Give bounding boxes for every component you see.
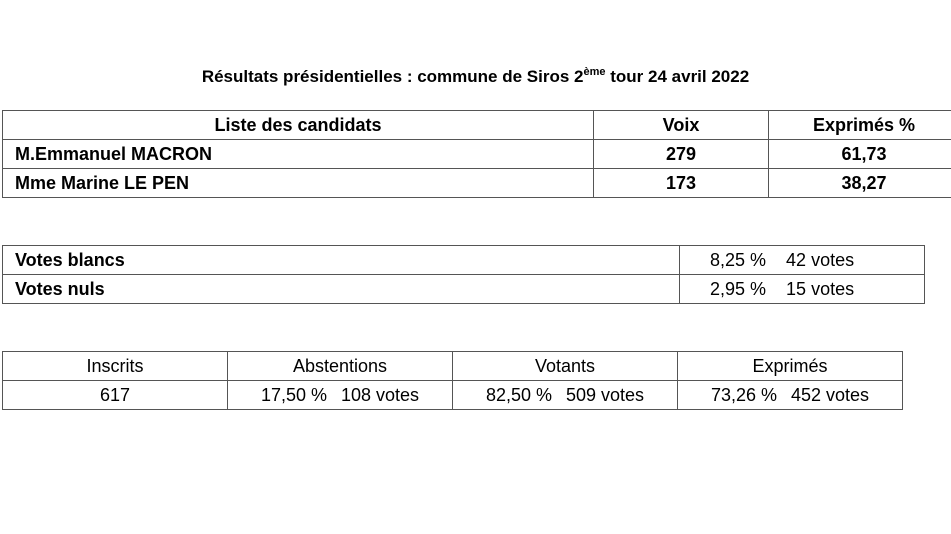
null-votes-value: 2,95 % 15 votes [679,274,925,304]
candidates-table: Liste des candidats Voix Exprimés % M.Em… [2,110,951,198]
voters-value: 82,50 % 509 votes [452,380,678,410]
expressed-votes: 452 votes [791,384,870,405]
candidate-percent: 38,27 [768,168,951,198]
participation-header-row: Inscrits Abstentions Votants Exprimés [2,351,903,381]
candidate-percent: 61,73 [768,139,951,169]
title-suffix: tour 24 avril 2022 [605,67,750,86]
table-row: M.Emmanuel MACRON 279 61,73 [2,139,951,169]
null-votes-label: Votes nuls [2,274,680,304]
expressed-percent: 73,26 % [710,384,777,405]
header-abstentions: Abstentions [227,351,453,381]
voters-percent: 82,50 % [485,384,552,405]
blank-null-table: Votes blancs 8,25 % 42 votes Votes nuls 2… [2,245,925,304]
table-row: Mme Marine LE PEN 173 38,27 [2,168,951,198]
null-votes-count: 15 votes [786,278,855,299]
blank-votes-label: Votes blancs [2,245,680,275]
candidate-votes: 279 [593,139,769,169]
blank-votes-value: 8,25 % 42 votes [679,245,925,275]
candidate-name: M.Emmanuel MACRON [2,139,594,169]
participation-table: Inscrits Abstentions Votants Exprimés 61… [2,351,903,410]
expressed-value: 73,26 % 452 votes [677,380,903,410]
blank-votes-count: 42 votes [786,249,855,270]
header-percent: Exprimés % [768,110,951,140]
abstentions-value: 17,50 % 108 votes [227,380,453,410]
header-registered: Inscrits [2,351,228,381]
header-candidates: Liste des candidats [2,110,594,140]
title-main: Résultats présidentielles : commune de S… [201,67,584,86]
candidates-header-row: Liste des candidats Voix Exprimés % [2,110,951,140]
abstentions-percent: 17,50 % [260,384,327,405]
header-votes: Voix [593,110,769,140]
header-voters: Votants [452,351,678,381]
voters-votes: 509 votes [566,384,645,405]
title-superscript: ème [583,66,606,78]
null-votes-percent: 2,95 % [710,278,767,299]
candidate-name: Mme Marine LE PEN [2,168,594,198]
header-expressed: Exprimés [677,351,903,381]
table-row: Votes nuls 2,95 % 15 votes [2,274,925,304]
registered-value: 617 [2,380,228,410]
table-row: Votes blancs 8,25 % 42 votes [2,245,925,275]
abstentions-votes: 108 votes [341,384,420,405]
blank-votes-percent: 8,25 % [710,249,767,270]
candidate-votes: 173 [593,168,769,198]
table-row: 617 17,50 % 108 votes 82,50 % 509 votes 73… [2,380,903,410]
page-title: Résultats présidentielles : commune de S… [0,66,951,87]
